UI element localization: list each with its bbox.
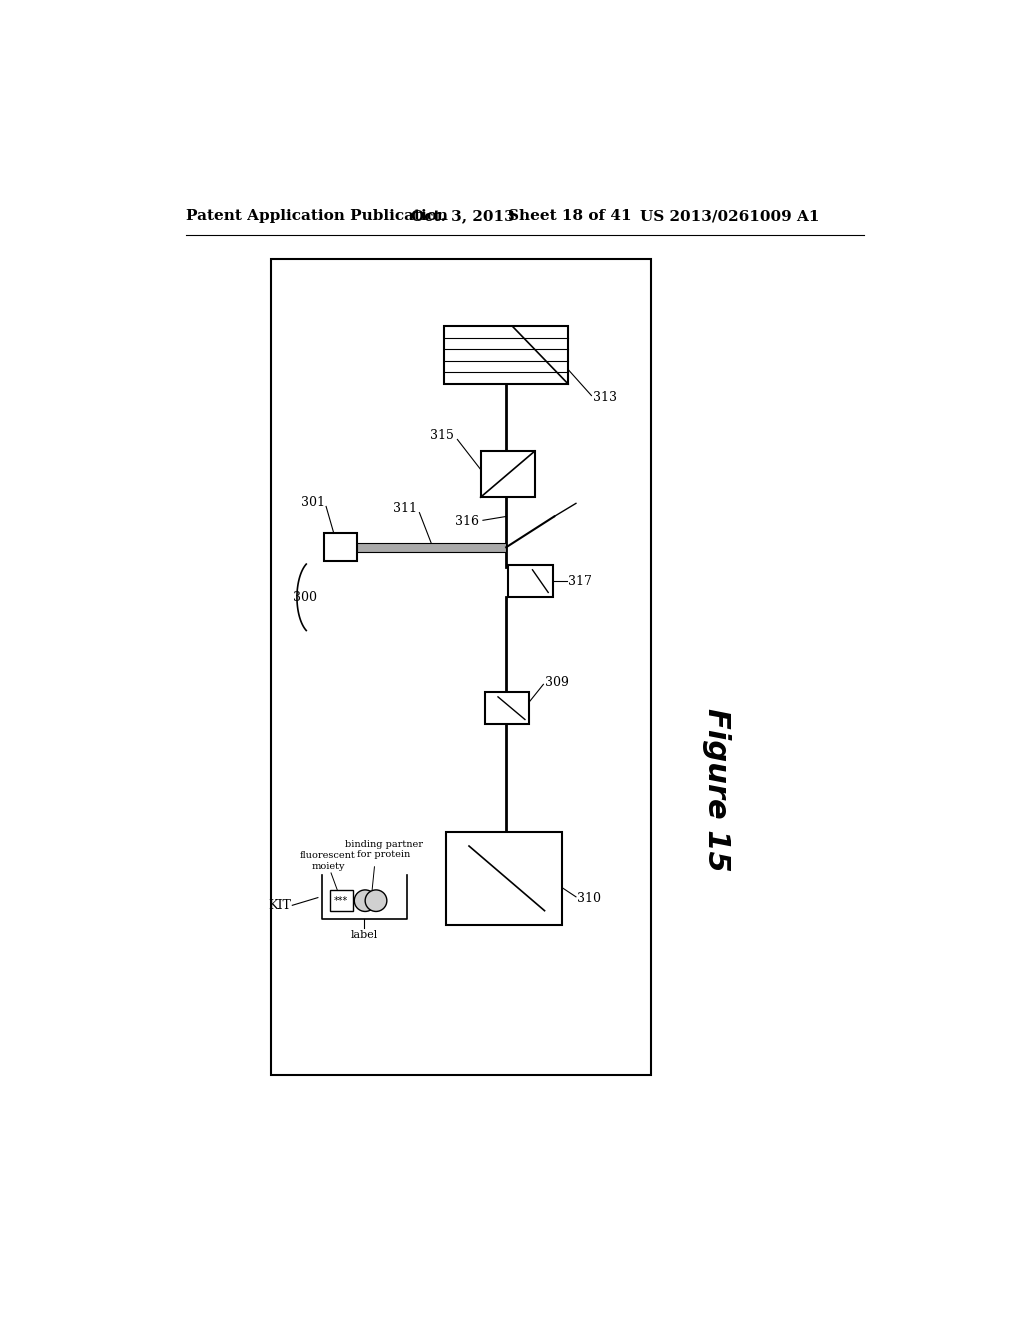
Text: Oct. 3, 2013: Oct. 3, 2013	[411, 209, 515, 223]
Bar	[445, 832, 562, 924]
Text: 309: 309	[545, 676, 568, 689]
Text: 313: 313	[593, 391, 617, 404]
Bar	[508, 565, 553, 597]
Text: US 2013/0261009 A1: US 2013/0261009 A1	[640, 209, 819, 223]
Text: 300: 300	[293, 591, 316, 603]
Text: binding partner
for protein: binding partner for protein	[345, 840, 423, 859]
Text: 316: 316	[455, 515, 479, 528]
Bar	[356, 543, 506, 552]
Text: 311: 311	[393, 502, 417, 515]
Text: Sheet 18 of 41: Sheet 18 of 41	[508, 209, 632, 223]
Bar	[480, 451, 535, 498]
Text: label: label	[351, 929, 378, 940]
Text: 317: 317	[568, 574, 592, 587]
Circle shape	[366, 890, 387, 911]
Circle shape	[354, 890, 376, 911]
Bar	[444, 326, 568, 384]
Text: fluorescent
moiety: fluorescent moiety	[300, 851, 355, 871]
Bar	[484, 692, 529, 725]
Bar	[324, 533, 356, 561]
Text: ***: ***	[334, 896, 348, 906]
Text: KIT: KIT	[268, 899, 291, 912]
Text: 301: 301	[300, 496, 325, 510]
Text: Patent Application Publication: Patent Application Publication	[186, 209, 449, 223]
Text: 315: 315	[430, 429, 454, 442]
Text: Figure 15: Figure 15	[702, 708, 731, 871]
Bar	[330, 890, 352, 911]
Bar	[271, 259, 651, 1074]
Text: 310: 310	[578, 892, 601, 906]
